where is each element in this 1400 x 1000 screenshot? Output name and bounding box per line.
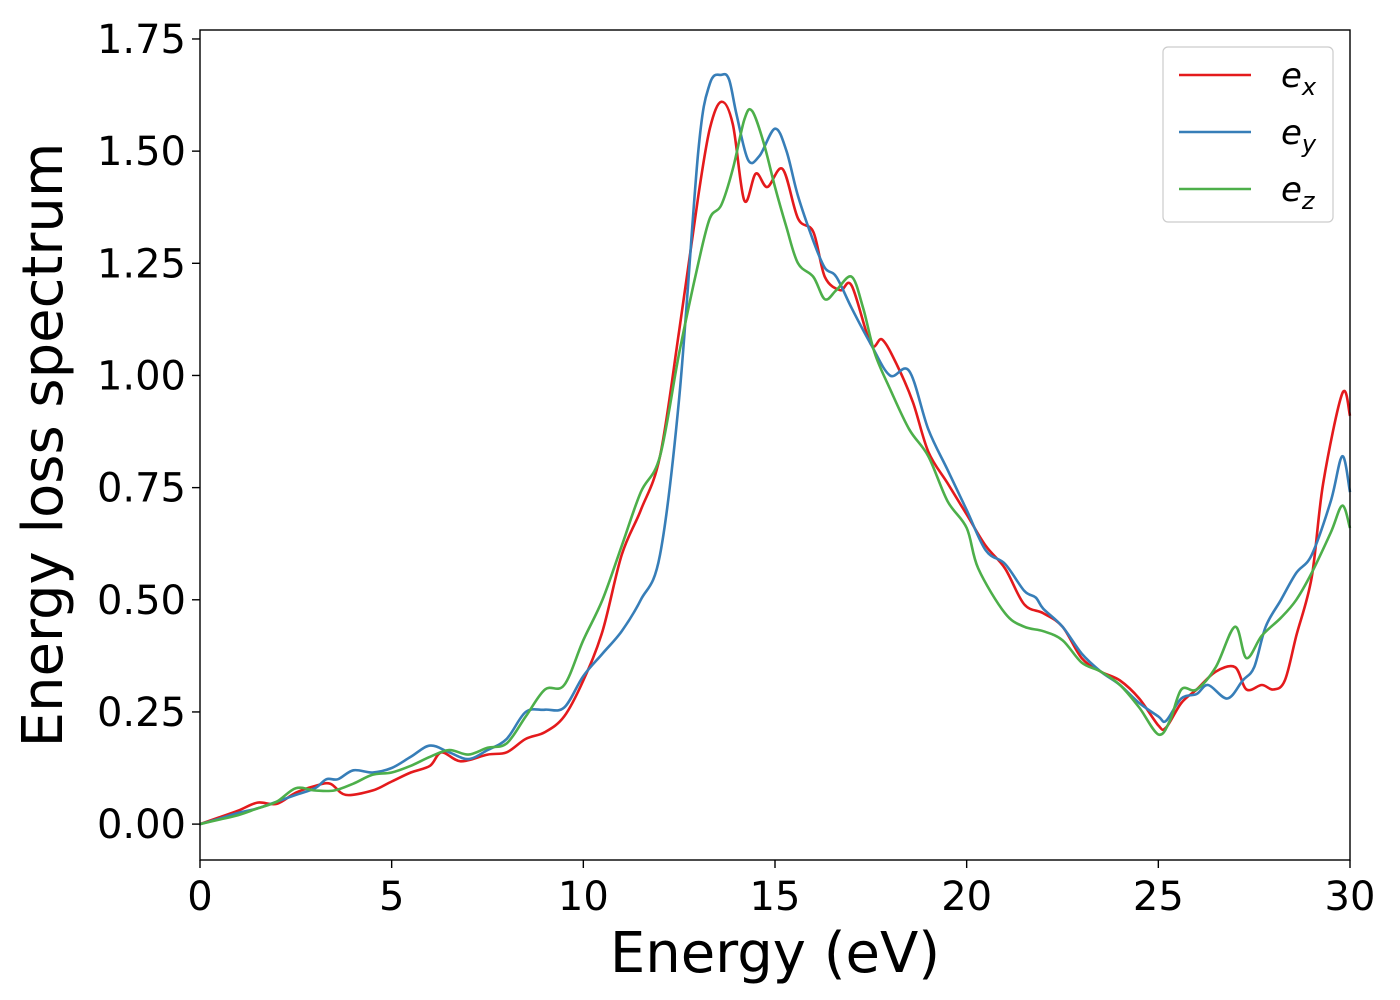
x-tick-label: 15 [750, 874, 801, 920]
y-tick-label: 1.75 [97, 17, 186, 63]
x-axis: 0 5 10 15 20 25 30 [187, 860, 1375, 920]
y-tick-label: 0.00 [97, 802, 186, 848]
y-tick-label: 1.00 [97, 353, 186, 399]
legend-label: ez [1281, 170, 1316, 215]
y-tick-label: 0.50 [97, 578, 186, 624]
series-layer [199, 72, 1352, 826]
y-tick-label: 0.25 [97, 690, 186, 736]
legend-label: ex [1281, 56, 1317, 101]
x-tick-label: 30 [1325, 874, 1376, 920]
x-tick-label: 5 [379, 874, 404, 920]
legend: ex ey ez [1162, 46, 1334, 223]
x-tick-label: 0 [187, 874, 212, 920]
legend-label: ey [1281, 113, 1317, 158]
series-line-ey [199, 72, 1352, 826]
legend-box [1162, 46, 1334, 223]
x-tick-label: 10 [558, 874, 609, 920]
y-axis: 0.00 0.25 0.50 0.75 1.00 1.25 1.50 1.75 [97, 17, 200, 848]
x-tick-label: 25 [1133, 874, 1184, 920]
y-tick-label: 1.50 [97, 129, 186, 175]
y-tick-label: 0.75 [97, 466, 186, 512]
y-tick-label: 1.25 [97, 241, 186, 287]
series-line-ez [199, 107, 1352, 826]
y-axis-title: Energy loss spectrum [11, 143, 76, 748]
x-axis-title: Energy (eV) [610, 921, 940, 986]
series-line-ex [199, 100, 1352, 826]
x-tick-label: 20 [941, 874, 992, 920]
